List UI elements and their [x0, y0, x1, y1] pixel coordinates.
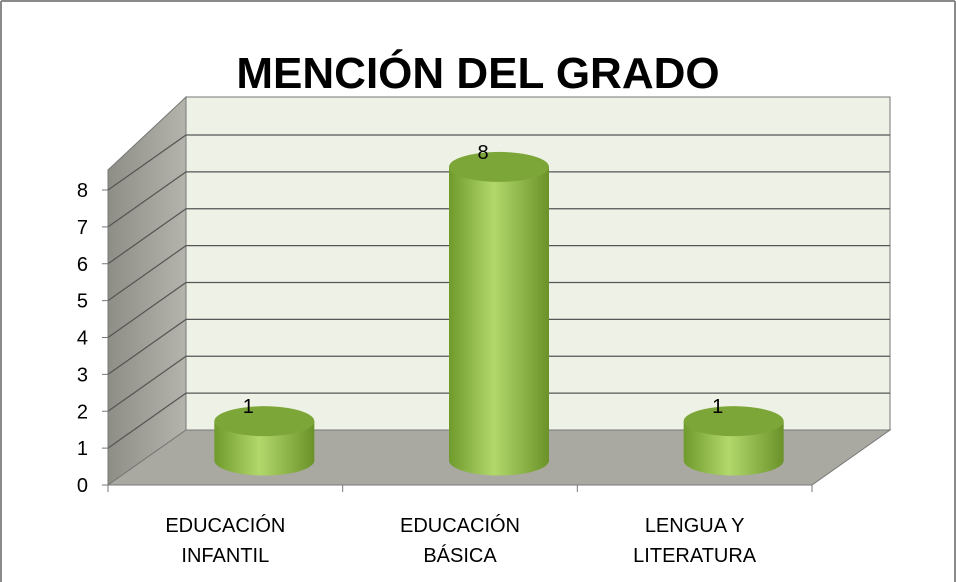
- grid-line: [107, 281, 890, 338]
- y-tick-label: 2: [77, 401, 88, 423]
- bar-top: [683, 406, 784, 437]
- bar-body: [449, 166, 549, 476]
- data-label: 1: [243, 396, 254, 418]
- x-tick-label: EDUCACIÓN INFANTIL: [165, 514, 285, 567]
- y-tick-label: 0: [77, 475, 88, 497]
- grid-line: [107, 134, 890, 191]
- grid-line: [107, 392, 890, 449]
- bar: [214, 406, 315, 476]
- bar: [449, 151, 549, 476]
- chart-title: MENCIÓN DEL GRADO: [236, 48, 719, 98]
- grid-line: [107, 245, 890, 302]
- grid-line: [107, 171, 890, 228]
- bar: [683, 406, 784, 476]
- grid-line: [107, 318, 890, 375]
- bar-top: [214, 406, 315, 437]
- y-tick-label: 4: [77, 328, 88, 350]
- y-tick-label: 6: [77, 254, 88, 276]
- y-tick-label: 1: [77, 438, 88, 460]
- y-tick-label: 8: [77, 180, 88, 202]
- data-label: 8: [477, 142, 488, 164]
- grid-line: [107, 208, 890, 265]
- grid-line: [107, 355, 890, 412]
- y-tick-label: 5: [77, 291, 88, 313]
- bar-body: [214, 421, 315, 476]
- y-tick-label: 7: [77, 217, 88, 239]
- bar-top: [449, 151, 549, 182]
- x-tick-label: EDUCACIÓN BÁSICA: [400, 514, 520, 567]
- x-tick-label: LENGUA Y LITERATURA: [633, 515, 757, 567]
- data-label: 1: [712, 396, 723, 418]
- y-tick-label: 3: [77, 364, 88, 386]
- bar-body: [683, 421, 784, 476]
